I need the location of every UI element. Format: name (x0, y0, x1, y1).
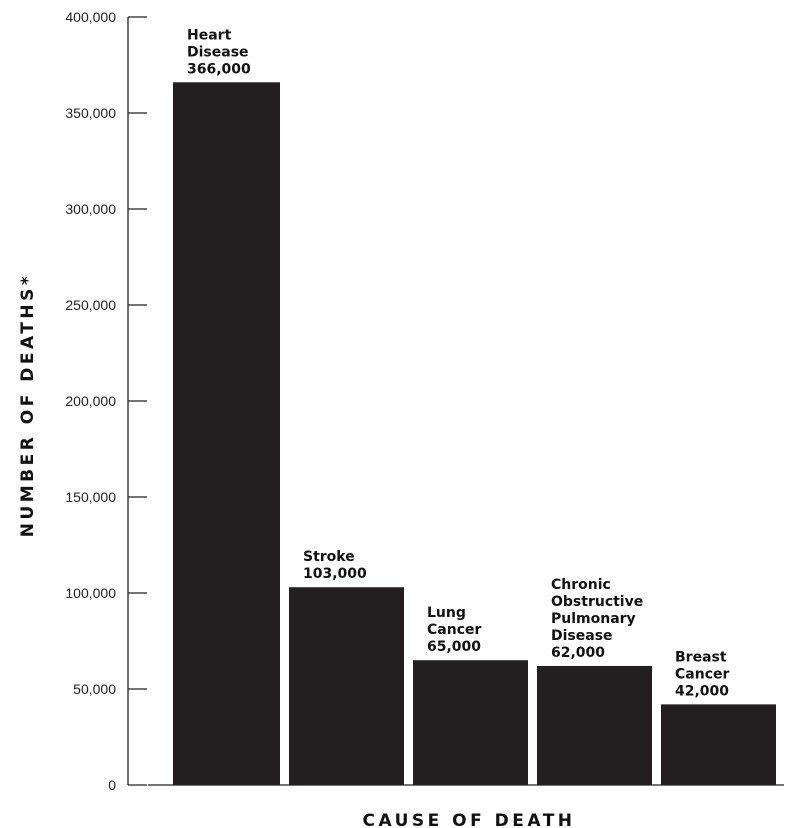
category-label: Breast (675, 649, 727, 665)
value-label: 366,000 (187, 61, 251, 77)
category-label: Disease (187, 44, 249, 60)
category-label: Disease (551, 628, 613, 644)
value-label: 62,000 (551, 645, 605, 661)
bar (413, 660, 528, 785)
y-tick-label: 150,000 (65, 489, 116, 505)
bar-labels: HeartDisease366,000Stroke103,000LungCanc… (187, 27, 729, 699)
bar (173, 82, 280, 785)
bar (289, 587, 404, 785)
y-axis-title: NUMBER OF DEATHS* (18, 273, 38, 538)
category-label: Cancer (427, 622, 481, 638)
x-axis-title: CAUSE OF DEATH (362, 811, 575, 828)
bars (173, 82, 776, 785)
y-tick-label: 350,000 (65, 105, 116, 121)
category-label: Heart (187, 27, 232, 43)
y-tick-label: 0 (108, 777, 116, 793)
y-tick-label: 300,000 (65, 201, 116, 217)
bar (661, 704, 776, 785)
value-label: 65,000 (427, 639, 481, 655)
category-label: Stroke (303, 549, 355, 565)
category-label: Obstructive (551, 594, 643, 610)
y-tick-label: 100,000 (65, 585, 116, 601)
category-label: Chronic (551, 577, 611, 593)
y-tick-label: 400,000 (65, 9, 116, 25)
y-tick-label: 50,000 (73, 681, 116, 697)
value-label: 42,000 (675, 683, 729, 699)
category-label: Pulmonary (551, 611, 636, 627)
category-label: Cancer (675, 666, 729, 682)
category-label: Lung (427, 605, 466, 621)
y-tick-label: 200,000 (65, 393, 116, 409)
value-label: 103,000 (303, 566, 367, 582)
y-tick-label: 250,000 (65, 297, 116, 313)
y-axis: 0 50,000 100,000 150,000 200,000 250,000 300,0… (65, 9, 784, 793)
bar (537, 665, 652, 785)
